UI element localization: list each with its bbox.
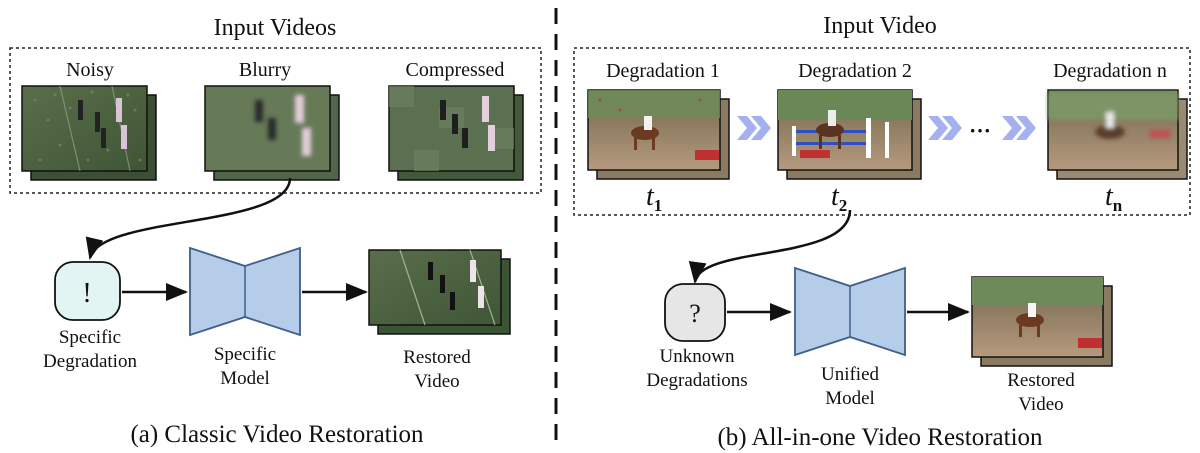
frame-stack-2 bbox=[777, 89, 922, 180]
frame-label-n: Degradation n bbox=[1053, 60, 1167, 82]
specific-model-label-line2: Model bbox=[220, 368, 270, 389]
input-video-box bbox=[573, 47, 1191, 216]
unified-model-label-line1: Unified bbox=[821, 364, 880, 385]
specific-model-label-line1: Specific bbox=[214, 344, 276, 365]
input-label-noisy: Noisy bbox=[66, 59, 114, 81]
question-icon: ? bbox=[689, 299, 701, 328]
unknown-label-line1: Unknown bbox=[660, 346, 735, 367]
time-label-n: tn bbox=[1105, 181, 1123, 215]
unified-model-label-line2: Model bbox=[825, 388, 875, 409]
restored-label-left-line1: Restored bbox=[403, 347, 471, 368]
left-panel: Input Videos Noisy Blurry bbox=[9, 15, 542, 448]
compressed-frame-stack bbox=[388, 85, 524, 181]
frame-label-1: Degradation 1 bbox=[606, 60, 720, 82]
specific-degradation-indicator: ! bbox=[54, 261, 121, 321]
indicator-label-line2: Degradation bbox=[43, 351, 137, 372]
input-videos-box bbox=[9, 47, 542, 194]
svg-text:t2: t2 bbox=[831, 181, 847, 215]
noisy-frame-stack bbox=[21, 85, 157, 181]
ellipsis: ··· bbox=[969, 118, 991, 143]
restored-frame-stack-left bbox=[368, 249, 511, 335]
unknown-degradation-indicator: ? bbox=[664, 283, 726, 342]
left-caption: (a) Classic Video Restoration bbox=[130, 421, 424, 448]
right-panel: Input Video Degradation 1 Degradation 2 … bbox=[573, 13, 1191, 451]
input-label-compressed: Compressed bbox=[406, 59, 505, 81]
chevron-right-icon bbox=[737, 116, 771, 140]
chevron-right-icon bbox=[928, 116, 962, 140]
restored-frame-stack-right bbox=[971, 276, 1113, 367]
exclamation-icon: ! bbox=[82, 278, 91, 309]
restored-label-right-line2: Video bbox=[1018, 394, 1063, 415]
restored-label-left-line2: Video bbox=[414, 371, 459, 392]
selection-arrow-left bbox=[85, 177, 292, 260]
blurry-frame-stack bbox=[204, 85, 340, 181]
frame-stack-1 bbox=[587, 89, 730, 180]
frame-label-2: Degradation 2 bbox=[798, 60, 912, 82]
chevron-right-icon bbox=[1002, 116, 1036, 140]
indicator-label-line1: Specific bbox=[59, 327, 121, 348]
input-label-blurry: Blurry bbox=[239, 59, 291, 81]
left-box-title: Input Videos bbox=[214, 15, 337, 41]
right-box-title: Input Video bbox=[823, 13, 936, 39]
svg-text:t1: t1 bbox=[646, 181, 662, 215]
time-label-1: t1 bbox=[646, 181, 662, 215]
selection-arrow-right bbox=[688, 209, 852, 284]
time-label-2: t2 bbox=[831, 181, 847, 215]
right-caption: (b) All-in-one Video Restoration bbox=[717, 424, 1043, 451]
restored-label-right-line1: Restored bbox=[1007, 370, 1075, 391]
svg-text:tn: tn bbox=[1105, 181, 1123, 215]
frame-stack-n bbox=[1047, 89, 1188, 180]
unknown-label-line2: Degradations bbox=[646, 370, 747, 391]
